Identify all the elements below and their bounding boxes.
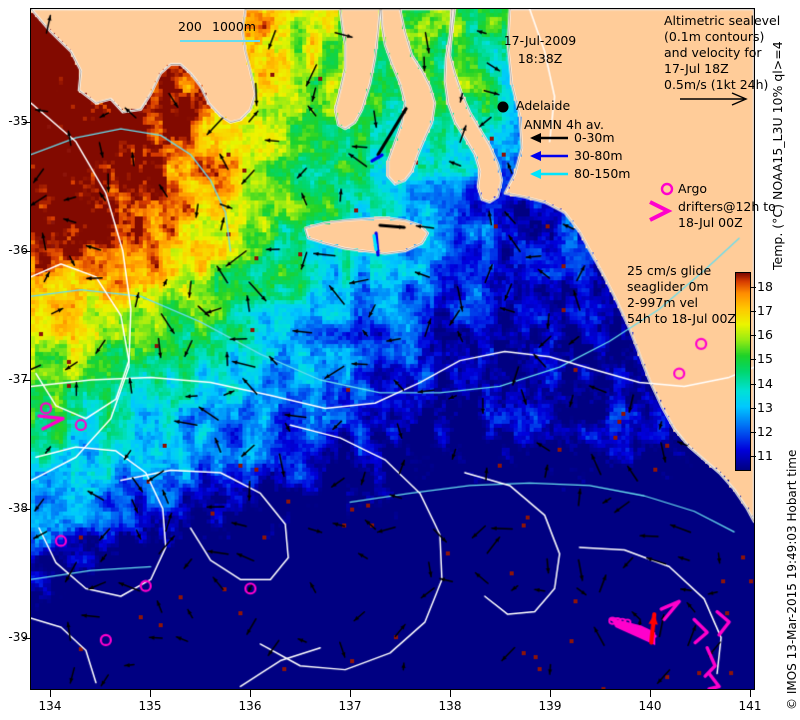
colorbar-title: Temp. (°C) NOAA15_L3U 10% ql>=4	[770, 41, 785, 270]
colorbar-tick	[751, 383, 756, 385]
x-tick-label: 137	[338, 699, 362, 713]
y-tick	[23, 509, 30, 511]
scalebar-label-200: 200	[178, 19, 202, 34]
altimetry-note-line-4: 17-Jul 18Z	[664, 61, 729, 76]
adelaide-label: Adelaide	[516, 98, 571, 113]
colorbar-tick	[751, 359, 756, 361]
colorbar-tick-label: 11	[757, 448, 773, 464]
anmn-arrow-30-80m-icon	[530, 151, 568, 161]
x-tick-label: 141	[738, 699, 762, 713]
colorbar-tick-label: 16	[757, 327, 773, 343]
colorbar-tick	[751, 407, 756, 409]
y-tick-label: -37	[8, 372, 28, 386]
anmn-arrow-0-30m-icon	[530, 133, 568, 143]
x-tick-label: 139	[538, 699, 562, 713]
seaglider-note-line-3: 2-997m vel	[627, 295, 699, 310]
colorbar-tick-label: 13	[757, 399, 773, 415]
seaglider-note-line-2: seaglider 0m	[627, 279, 709, 294]
drifter-track-marker-icon	[649, 200, 673, 222]
x-tick	[650, 690, 651, 697]
velocity-scale-arrow-icon	[680, 92, 748, 106]
anmn-legend-label-30-80m: 30-80m	[574, 148, 623, 163]
x-tick	[450, 690, 451, 697]
drifter-legend-line-2: 18-Jul 00Z	[678, 215, 743, 230]
argo-legend-label: Argo	[678, 181, 708, 196]
seaglider-note-line-1: 25 cm/s glide	[627, 263, 712, 278]
altimetry-note-line-5: 0.5m/s (1kt 24h)	[664, 77, 769, 92]
colorbar-tick-label: 14	[757, 375, 773, 391]
anmn-legend-label-80-150m: 80-150m	[574, 166, 631, 181]
colorbar-tick-label: 18	[757, 278, 773, 294]
y-tick	[23, 250, 30, 252]
altimetry-note-line-1: Altimetric sealevel	[664, 13, 781, 28]
timestamp-time: 18:38Z	[517, 51, 563, 66]
map-plot-area[interactable]	[30, 8, 755, 690]
colorbar[interactable]	[735, 272, 751, 471]
overlay-vectors-layer	[31, 9, 754, 689]
x-tick-label: 136	[238, 699, 262, 713]
y-tick	[23, 121, 30, 123]
x-tick	[550, 690, 551, 697]
x-tick	[750, 690, 751, 697]
y-tick-label: -39	[8, 630, 28, 645]
colorbar-tick	[751, 286, 756, 288]
timestamp-date: 17-Jul-2009	[503, 33, 577, 48]
x-tick-label: 140	[638, 699, 662, 713]
y-tick-label: -38	[8, 501, 28, 516]
scalebar-label-1000: 1000m	[212, 19, 256, 34]
colorbar-tick-label: 12	[757, 424, 773, 440]
anmn-legend-label-0-30m: 0-30m	[574, 130, 615, 145]
x-tick-label: 138	[438, 699, 462, 713]
altimetry-note-line-2: (0.1m contours)	[664, 29, 765, 44]
anmn-arrow-80-150m-icon	[530, 169, 568, 179]
argo-float-marker-icon	[660, 182, 674, 196]
y-tick-label: -36	[8, 242, 28, 257]
x-tick	[50, 690, 51, 697]
colorbar-tick-label: 17	[757, 302, 773, 318]
colorbar-tick	[751, 456, 756, 458]
copyright-text: © IMOS 13-Mar-2015 19:49:03 Hobart time	[785, 449, 799, 710]
colorbar-gradient	[736, 273, 750, 470]
colorbar-tick-label: 15	[757, 351, 773, 367]
colorbar-tick	[751, 310, 756, 312]
scalebar-line	[180, 40, 260, 42]
y-tick-label: -35	[8, 113, 28, 128]
colorbar-tick	[751, 432, 756, 434]
x-tick	[250, 690, 251, 697]
anmn-legend-title: ANMN 4h av.	[524, 117, 604, 132]
x-tick-label: 134	[38, 699, 62, 713]
x-tick	[350, 690, 351, 697]
y-tick	[23, 380, 30, 381]
y-tick	[23, 638, 30, 640]
adelaide-marker-icon	[497, 101, 509, 113]
x-tick-label: 135	[138, 699, 162, 713]
colorbar-tick	[751, 335, 756, 337]
seaglider-note-line-4: 54h to 18-Jul 00Z	[627, 311, 736, 326]
altimetry-note-line-3: and velocity for	[664, 45, 762, 60]
x-tick	[150, 690, 151, 697]
drifter-legend-line-1: drifters@12h to	[678, 199, 776, 214]
